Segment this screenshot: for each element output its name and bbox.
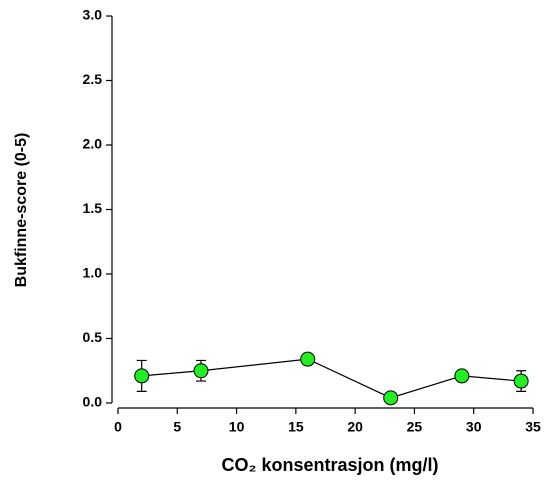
- x-tick-label: 30: [466, 419, 482, 435]
- y-tick-label: 3.0: [83, 7, 103, 23]
- x-tick-label: 20: [347, 419, 363, 435]
- x-axis-label: CO₂ konsentrasjon (mg/l): [221, 455, 438, 475]
- y-tick-label: 2.5: [83, 71, 103, 87]
- y-tick-label: 2.0: [83, 136, 103, 152]
- marker: [193, 363, 209, 379]
- x-tick-label: 0: [114, 419, 122, 435]
- marker: [454, 368, 470, 384]
- y-tick-label: 1.0: [83, 265, 103, 281]
- x-tick-label: 35: [525, 419, 541, 435]
- y-tick-label: 0.5: [83, 329, 103, 345]
- x-tick-label: 5: [173, 419, 181, 435]
- x-tick-label: 10: [229, 419, 245, 435]
- y-axis-label: Bukfinne-score (0-5): [13, 133, 30, 288]
- marker: [134, 368, 150, 384]
- x-tick-label: 15: [288, 419, 304, 435]
- y-tick-label: 0.0: [83, 394, 103, 410]
- marker: [383, 390, 399, 406]
- x-tick-label: 25: [407, 419, 423, 435]
- marker: [300, 351, 316, 367]
- marker: [513, 373, 529, 389]
- y-tick-label: 1.5: [83, 200, 103, 216]
- data-line: [141, 358, 522, 399]
